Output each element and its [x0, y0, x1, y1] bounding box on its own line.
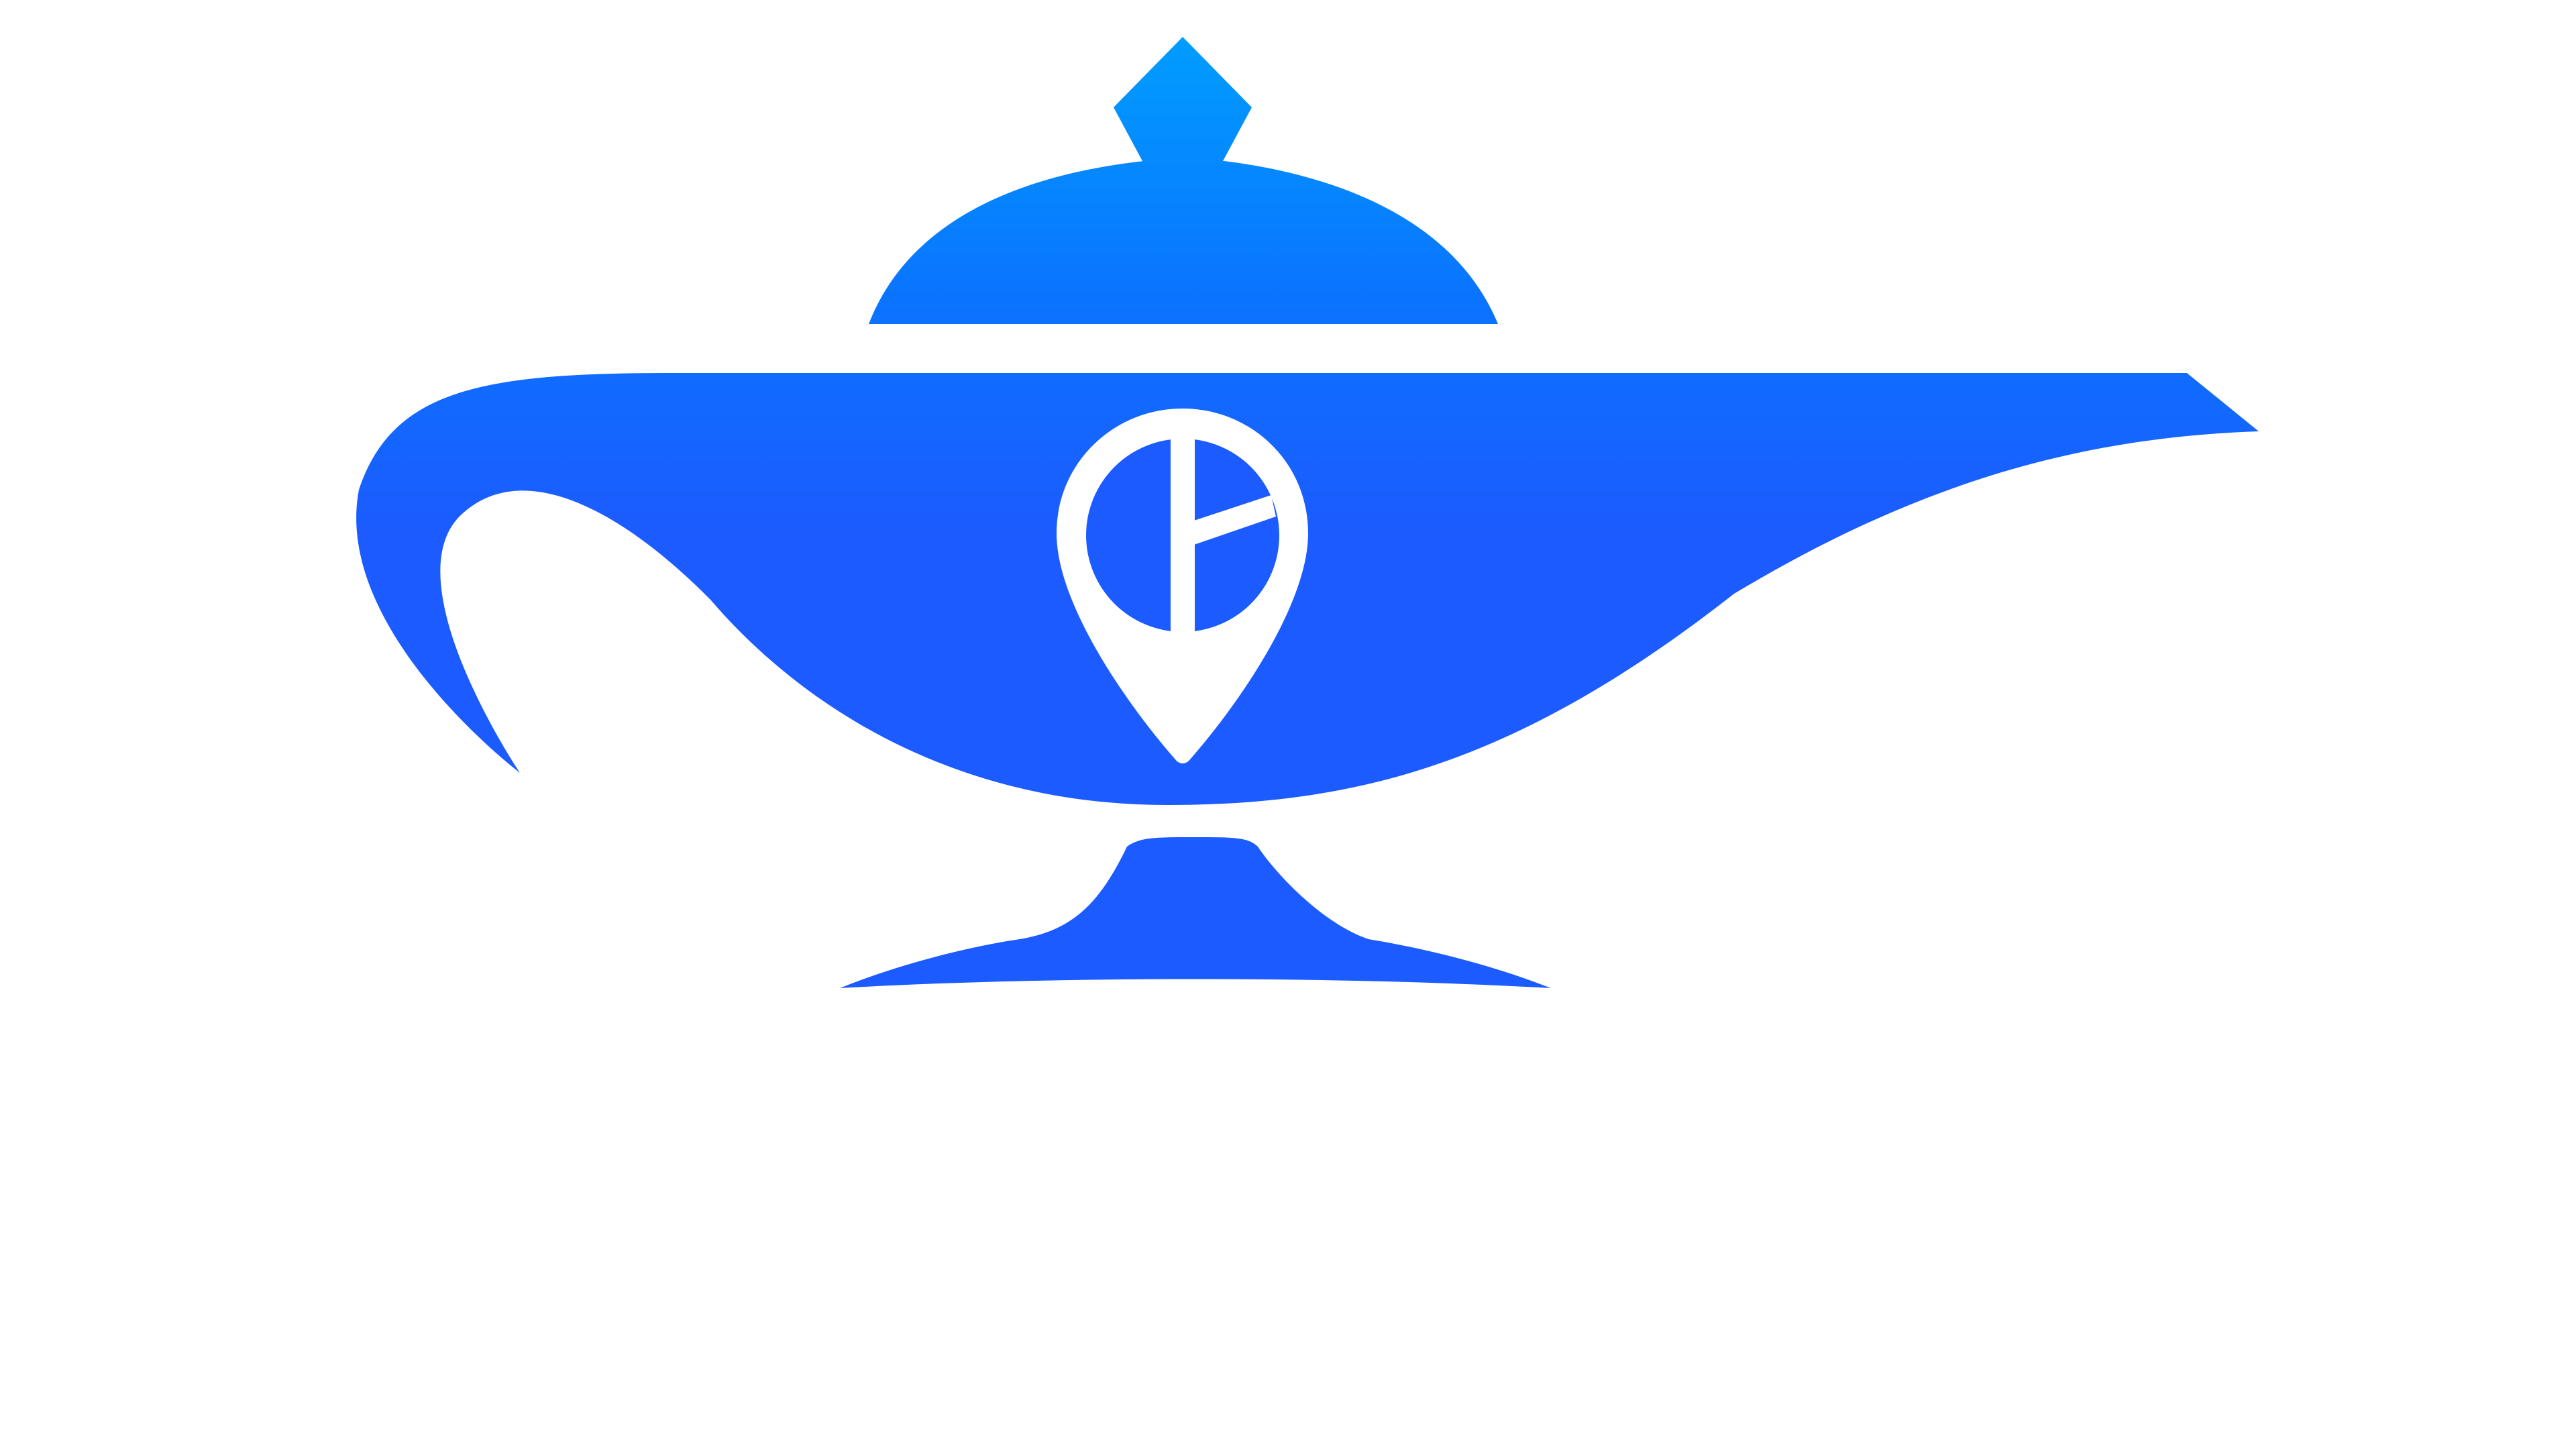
lamp-body	[356, 373, 2259, 805]
location-pin-icon	[1057, 409, 1308, 763]
pin-slash	[1194, 495, 1276, 545]
lamp-base	[840, 837, 1551, 988]
lamp-lid	[869, 161, 1498, 324]
pin-divider	[1171, 433, 1195, 634]
lamp-lid-knob	[1114, 37, 1252, 162]
